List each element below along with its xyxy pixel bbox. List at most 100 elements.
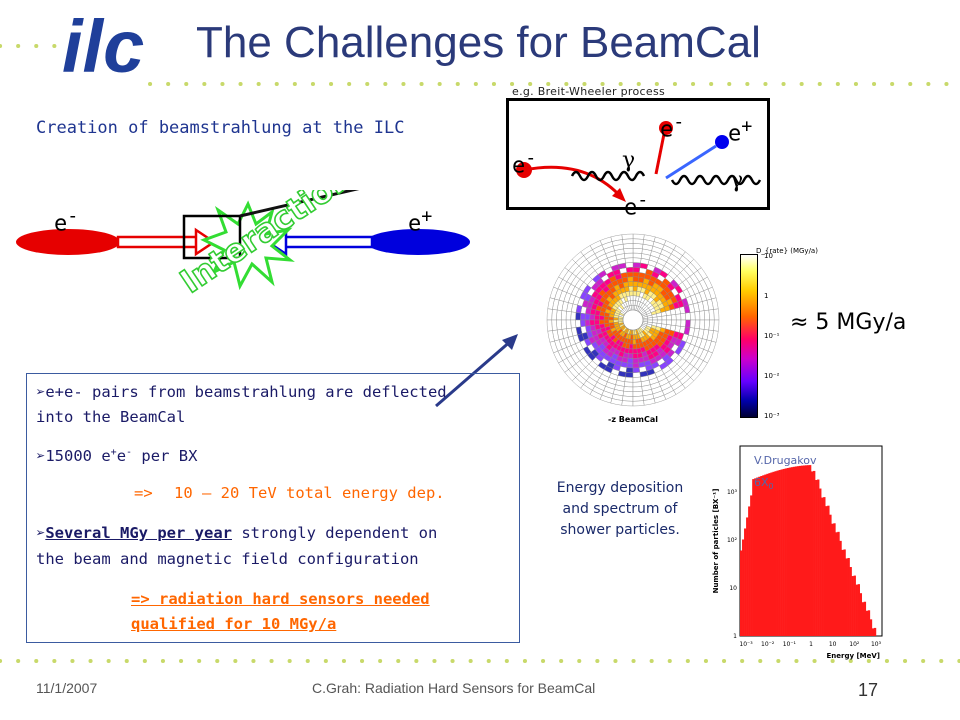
beamcal-cell bbox=[694, 311, 701, 321]
histogram-bar bbox=[841, 549, 844, 636]
breit-wheeler-diagram bbox=[516, 121, 762, 202]
beamcal-cell bbox=[708, 309, 715, 321]
histogram-bar bbox=[740, 550, 743, 636]
spectrum-histogram: 10⁻³ 10⁻² 10⁻¹ 1 10 10² 10³ 10³ 10² 10 1 Energy [Me… bbox=[712, 445, 883, 660]
beamcal-map-label: -z BeamCal bbox=[608, 415, 659, 424]
ilc-logo: ilc bbox=[62, 6, 144, 86]
subtitle: Creation of beamstrahlung at the ILC bbox=[36, 118, 405, 138]
beamcal-cell bbox=[621, 233, 634, 240]
beamcal-cell bbox=[575, 319, 581, 328]
beamcal-cell bbox=[632, 362, 640, 369]
histogram-bar bbox=[815, 479, 818, 636]
beamcal-cell bbox=[685, 312, 691, 321]
beamcal-cell bbox=[608, 316, 614, 321]
colorbar-tick: 10⁻¹ bbox=[764, 332, 780, 340]
beamcal-cell bbox=[594, 319, 600, 326]
bullet-3-cont: the beam and magnetic field configuratio… bbox=[36, 550, 419, 568]
histogram-bar bbox=[744, 528, 747, 636]
histogram-bar bbox=[823, 497, 826, 636]
positron-bunch bbox=[366, 229, 470, 255]
beamcal-cell bbox=[632, 367, 641, 373]
beamcal-cell bbox=[632, 400, 645, 407]
beamcal-cell bbox=[652, 319, 658, 324]
collision-diagram: Interaction bbox=[16, 190, 470, 301]
histogram-bar bbox=[827, 505, 830, 636]
histogram-bar bbox=[760, 475, 763, 636]
beamcal-cell bbox=[680, 319, 686, 328]
histogram-bar bbox=[754, 478, 757, 636]
y-tick-label: 10² bbox=[727, 537, 738, 544]
beamcal-cell bbox=[661, 319, 667, 325]
beamcal-cell bbox=[546, 319, 553, 332]
beamcal-cell bbox=[666, 319, 672, 326]
breit-wheeler-caption: e.g. Breit-Wheeler process bbox=[512, 85, 666, 98]
histogram-bar bbox=[865, 610, 869, 636]
beamcal-cell bbox=[694, 319, 701, 329]
histogram-bar bbox=[742, 539, 745, 636]
beamcal-cell bbox=[630, 334, 634, 340]
beamcal-cell bbox=[689, 311, 696, 321]
x-tick-label: 10⁻³ bbox=[739, 641, 753, 648]
beamcal-cell bbox=[627, 357, 634, 364]
beamcal-cell bbox=[623, 386, 634, 392]
histogram-bar bbox=[790, 467, 794, 636]
spectrum-depth: 6X0 bbox=[754, 476, 774, 492]
beamcal-cell bbox=[624, 381, 634, 388]
interaction-box bbox=[182, 214, 242, 260]
bullet-1: ➢e+e- pairs from beamstrahlung are defle… bbox=[36, 383, 447, 401]
beamcal-cell bbox=[565, 319, 572, 329]
beamcal-cell bbox=[632, 353, 639, 359]
bullet-2-arrow: => bbox=[134, 484, 153, 502]
bw-deflected-electron: e- bbox=[624, 190, 649, 221]
histogram-bar bbox=[845, 558, 848, 636]
beamcal-cell bbox=[626, 362, 634, 369]
bw-outgoing-positron: e+ bbox=[728, 116, 753, 147]
x-tick-label: 10³ bbox=[871, 641, 882, 648]
beamcal-cell bbox=[632, 290, 638, 297]
beamcal-cell bbox=[625, 262, 634, 268]
bullet-2: ➢15000 e+e- per BX bbox=[36, 447, 198, 466]
beamcal-cell bbox=[625, 367, 634, 373]
beamcal-cell bbox=[647, 319, 653, 323]
beamcal-cell bbox=[713, 308, 720, 321]
histogram-bar bbox=[776, 470, 779, 636]
beamcal-cell bbox=[632, 271, 640, 278]
beamcal-cell bbox=[632, 390, 644, 397]
histogram-bar bbox=[774, 471, 777, 636]
beamcal-cell bbox=[713, 319, 720, 332]
beamcal-cell bbox=[632, 357, 639, 364]
histogram-bar bbox=[851, 576, 854, 636]
histogram-bar bbox=[768, 473, 771, 636]
bullet-arrow-icon: ➢ bbox=[36, 383, 46, 401]
beamcal-dose-map bbox=[546, 233, 720, 407]
beamcal-cell bbox=[626, 271, 634, 278]
beamcal-cell bbox=[551, 319, 558, 331]
histogram-bar bbox=[758, 476, 761, 636]
beamcal-cell bbox=[628, 343, 634, 350]
histogram-bar bbox=[806, 465, 810, 636]
histogram-bar bbox=[764, 474, 767, 636]
footer-date: 11/1/2007 bbox=[36, 680, 98, 696]
beamcal-cell bbox=[623, 248, 634, 254]
histogram-bar bbox=[770, 472, 773, 636]
beamcal-cell bbox=[589, 319, 596, 326]
beamcal-cell bbox=[632, 376, 642, 383]
y-tick-label: 10³ bbox=[727, 489, 738, 496]
histogram-bar bbox=[786, 468, 789, 636]
beamcal-cell bbox=[666, 314, 672, 321]
beamcal-cell bbox=[632, 300, 636, 306]
beamcal-cell bbox=[632, 257, 642, 264]
logo-text: ilc bbox=[62, 6, 144, 86]
page-title: The Challenges for BeamCal bbox=[196, 18, 761, 67]
histogram-bar bbox=[825, 506, 828, 636]
beam-hole bbox=[622, 309, 644, 331]
beamcal-cell bbox=[575, 312, 581, 321]
colorbar-tick: 10 bbox=[764, 252, 773, 260]
beamcal-cell bbox=[580, 319, 586, 328]
beamcal-cell bbox=[632, 281, 639, 287]
beamcal-cell bbox=[625, 267, 634, 273]
beamcal-cell bbox=[594, 314, 600, 321]
histogram-bar bbox=[782, 468, 785, 636]
beamcal-cell bbox=[632, 248, 643, 254]
x-tick-label: 10⁻¹ bbox=[783, 641, 797, 648]
